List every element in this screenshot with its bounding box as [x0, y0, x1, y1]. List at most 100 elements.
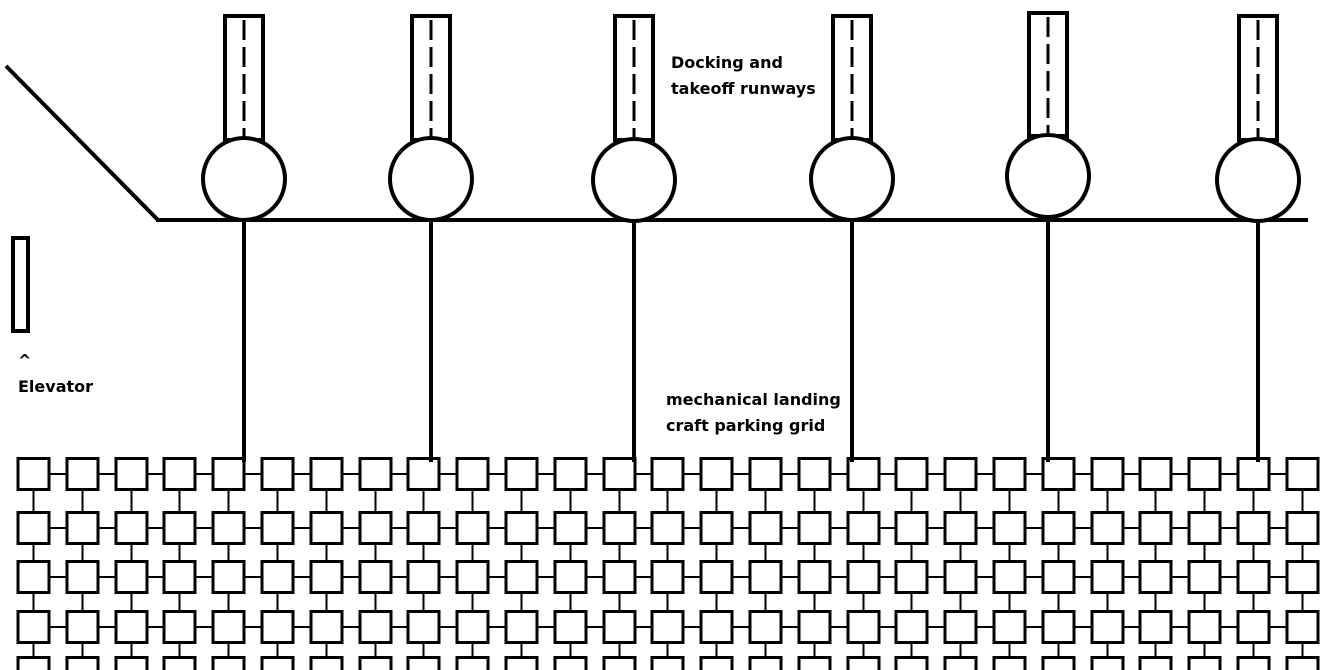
parking-cell	[553, 511, 588, 545]
parking-cell	[114, 656, 149, 670]
elevator-label: Elevator	[18, 377, 94, 396]
parking-cell	[1138, 656, 1173, 670]
parking-cell	[894, 610, 929, 644]
parking-cell	[1041, 610, 1076, 644]
parking-cell	[309, 610, 344, 644]
parking-cell	[650, 656, 685, 670]
parking-cell	[748, 511, 783, 545]
parking-cell	[1041, 457, 1076, 491]
parking-cell	[748, 560, 783, 594]
parking-cell	[1090, 457, 1125, 491]
parking-grid	[16, 457, 1320, 670]
parking-cell	[992, 511, 1027, 545]
parking-cell	[211, 457, 246, 491]
parking-cell	[1187, 511, 1222, 545]
parking-cell	[797, 560, 832, 594]
runway-5	[1005, 11, 1091, 462]
parking-cell	[602, 656, 637, 670]
runway-6	[1215, 14, 1301, 462]
parking-cell	[16, 457, 51, 491]
parking-cell	[846, 511, 881, 545]
parking-cell	[797, 656, 832, 670]
parking-cell	[1236, 511, 1271, 545]
parking-cell	[260, 457, 295, 491]
parking-cell	[1187, 610, 1222, 644]
parking-cell	[309, 457, 344, 491]
parking-cell	[455, 610, 490, 644]
docking-pad	[809, 136, 895, 222]
parking-cell	[748, 610, 783, 644]
parking-cell	[699, 511, 734, 545]
parking-cell	[260, 560, 295, 594]
parking-cell	[504, 560, 539, 594]
parking-cell	[504, 656, 539, 670]
parking-cell	[894, 560, 929, 594]
parking-cell	[650, 610, 685, 644]
parking-cell	[797, 610, 832, 644]
parking-cell	[406, 457, 441, 491]
parking-cell	[602, 560, 637, 594]
parking-cell	[1090, 656, 1125, 670]
parking-cell	[1236, 656, 1271, 670]
runways-label-line1: Docking and	[671, 53, 783, 72]
parking-cell	[1138, 511, 1173, 545]
parking-cell	[114, 457, 149, 491]
parking-cell	[748, 457, 783, 491]
parking-cell	[1187, 457, 1222, 491]
runway-4	[809, 14, 895, 462]
parking-cell	[358, 610, 393, 644]
parking-cell	[65, 610, 100, 644]
parking-cell	[943, 457, 978, 491]
parking-cell	[553, 610, 588, 644]
parking-cell	[260, 610, 295, 644]
parking-cell	[992, 457, 1027, 491]
parking-cell	[65, 457, 100, 491]
parking-cell	[504, 457, 539, 491]
parking-cell	[1285, 511, 1320, 545]
parking-cell	[602, 610, 637, 644]
parking-cell	[1187, 560, 1222, 594]
docking-pad	[591, 137, 677, 223]
parking-cell	[1285, 457, 1320, 491]
parking-cell	[1187, 656, 1222, 670]
parking-cell	[943, 511, 978, 545]
parking-cell	[260, 511, 295, 545]
elevator-shaft	[11, 236, 30, 333]
parking-cell	[65, 560, 100, 594]
parking-cell	[1138, 457, 1173, 491]
parking-cell	[797, 511, 832, 545]
parking-cell	[211, 610, 246, 644]
parking-cell	[650, 560, 685, 594]
parking-cell	[406, 656, 441, 670]
parking-cell	[992, 610, 1027, 644]
parking-cell	[1285, 560, 1320, 594]
parking-cell	[162, 610, 197, 644]
parking-cell	[943, 560, 978, 594]
parking-cell	[114, 560, 149, 594]
parking-cell	[943, 656, 978, 670]
parking-cell	[309, 656, 344, 670]
parking-cell	[846, 457, 881, 491]
parking-cell	[162, 560, 197, 594]
parking-cell	[992, 656, 1027, 670]
docking-pad	[388, 136, 474, 222]
parking-cell	[699, 457, 734, 491]
parking-cell	[1138, 560, 1173, 594]
runway-1	[201, 14, 287, 462]
parking-cell	[114, 610, 149, 644]
parking-cell	[894, 656, 929, 670]
parking-cell	[358, 457, 393, 491]
parking-cell	[358, 511, 393, 545]
parking-cell	[894, 511, 929, 545]
parking-cell	[211, 656, 246, 670]
parking-cell	[602, 511, 637, 545]
parking-cell	[1090, 610, 1125, 644]
parking-cell	[1285, 610, 1320, 644]
parking-cell	[358, 656, 393, 670]
parking-cell	[1090, 560, 1125, 594]
parking-cell	[455, 656, 490, 670]
parking-cell	[16, 511, 51, 545]
parking-cell	[797, 457, 832, 491]
parking-cell	[992, 560, 1027, 594]
